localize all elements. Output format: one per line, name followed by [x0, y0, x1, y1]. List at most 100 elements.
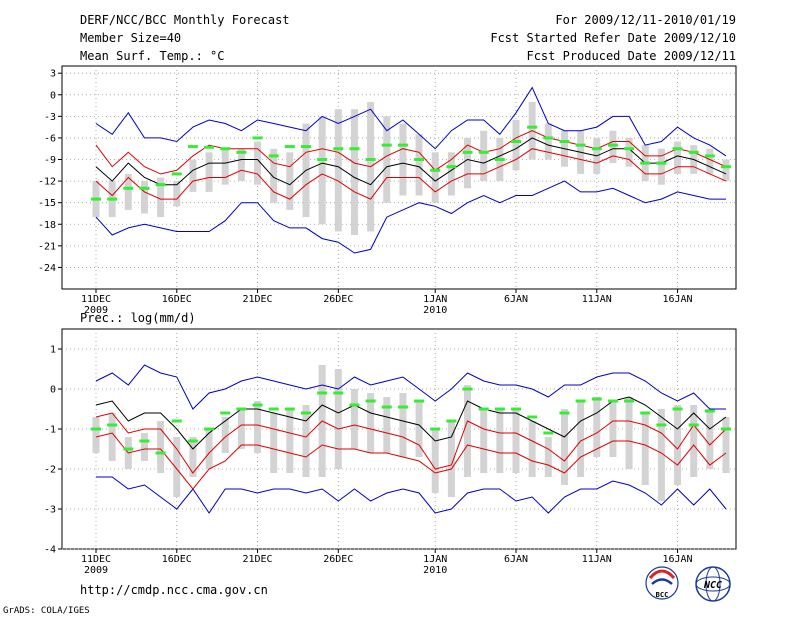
observed-marker [591, 147, 602, 151]
precip-panel-title: Prec.: log(mm/d) [80, 311, 196, 325]
observed-marker [204, 145, 215, 149]
ensemble-box [706, 148, 714, 174]
spread-lower-line [95, 432, 727, 490]
ensemble-box [577, 401, 585, 477]
observed-marker [381, 405, 392, 409]
footer-grads: GrADS: COLA/IGES [3, 606, 90, 616]
ensemble-box [609, 130, 617, 164]
ensemble-box [415, 134, 423, 196]
ensemble-box [302, 405, 310, 477]
observed-marker [494, 158, 505, 162]
ensemble-box [221, 148, 229, 185]
max-line [95, 86, 727, 157]
observed-marker [268, 407, 279, 411]
x-tick-label: 16JAN [662, 294, 692, 305]
ensemble-box [609, 401, 617, 457]
observed-marker [624, 399, 635, 403]
observed-marker [107, 197, 118, 201]
ensemble-box [124, 173, 132, 210]
x-tick-year: 2010 [423, 305, 447, 316]
x-tick-label: 11JAN [582, 294, 612, 305]
spread-lower-line [95, 148, 727, 200]
observed-marker [220, 411, 231, 415]
ensemble-box [480, 130, 488, 182]
y-tick-label: 3 [50, 69, 56, 80]
ensemble-box [625, 137, 633, 167]
observed-marker [301, 411, 311, 415]
observed-marker [187, 439, 198, 443]
x-tick-label: 21DEC [242, 554, 272, 565]
x-tick-year: 2009 [84, 565, 108, 576]
bcc-logo: BCC [645, 566, 679, 600]
y-tick-label: -3 [44, 505, 56, 516]
footer-url[interactable]: http://cmdp.ncc.cma.gov.cn [80, 583, 268, 597]
ensemble-box [706, 409, 714, 469]
ensemble-box [237, 148, 245, 182]
x-tick-label: 16DEC [162, 294, 192, 305]
observed-marker [559, 411, 570, 415]
observed-marker [462, 150, 473, 154]
observed-marker [139, 439, 150, 443]
x-tick-label: 6JAN [504, 554, 528, 565]
ensemble-box [512, 119, 520, 171]
x-tick-label: 26DEC [323, 554, 353, 565]
ensemble-box [657, 409, 665, 501]
y-tick-label: -2 [44, 465, 56, 476]
observed-marker [640, 411, 651, 415]
ensemble-box [625, 397, 633, 469]
y-tick-label: -1 [44, 425, 56, 436]
observed-marker [220, 147, 231, 151]
observed-marker [187, 145, 198, 149]
observed-marker [139, 186, 150, 190]
y-tick-label: -6 [44, 133, 56, 144]
ensemble-box [350, 109, 358, 236]
observed-marker [543, 136, 554, 140]
observed-marker [414, 158, 425, 162]
ensemble-box [447, 152, 455, 196]
y-tick-label: -18 [38, 220, 56, 231]
ensemble-box [496, 409, 504, 473]
ensemble-box [544, 437, 552, 477]
ensemble-box [286, 152, 294, 210]
observed-marker [284, 145, 295, 149]
observed-marker [704, 409, 715, 413]
observed-marker [333, 147, 344, 151]
observed-marker [252, 136, 263, 140]
ensemble-box [464, 137, 472, 189]
ensemble-box [173, 181, 181, 207]
ensemble-box [367, 393, 375, 453]
observed-marker [284, 407, 295, 411]
observed-marker [559, 140, 570, 144]
ensemble-box [334, 369, 342, 469]
ensemble-box [560, 409, 568, 485]
observed-marker [462, 387, 473, 391]
y-tick-label: -3 [44, 112, 56, 123]
ensemble-box [722, 417, 730, 473]
observed-marker [527, 415, 538, 419]
observed-marker [301, 145, 311, 149]
x-tick-label: 21DEC [242, 294, 272, 305]
bcc-logo-text: BCC [656, 591, 669, 599]
ensemble-box [157, 421, 165, 473]
observed-marker [575, 143, 586, 147]
observed-marker [317, 391, 328, 395]
spread-upper-line [95, 130, 727, 175]
header-member-size: Member Size=40 [80, 31, 181, 45]
observed-marker [107, 423, 118, 427]
y-tick-label: -9 [44, 155, 56, 166]
x-tick-label: 26DEC [323, 294, 353, 305]
ensemble-box [690, 405, 698, 477]
observed-marker [446, 419, 457, 423]
observed-marker [494, 407, 505, 411]
header-produced-date: Fcst Produced Date 2009/12/11 [526, 49, 736, 63]
ensemble-mean-line [95, 137, 727, 186]
ensemble-box [431, 152, 439, 203]
observed-marker [365, 399, 376, 403]
y-tick-label: -12 [38, 177, 56, 188]
observed-marker [478, 407, 489, 411]
observed-marker [607, 143, 618, 147]
ensemble-box [286, 409, 294, 473]
ensemble-box [431, 429, 439, 493]
